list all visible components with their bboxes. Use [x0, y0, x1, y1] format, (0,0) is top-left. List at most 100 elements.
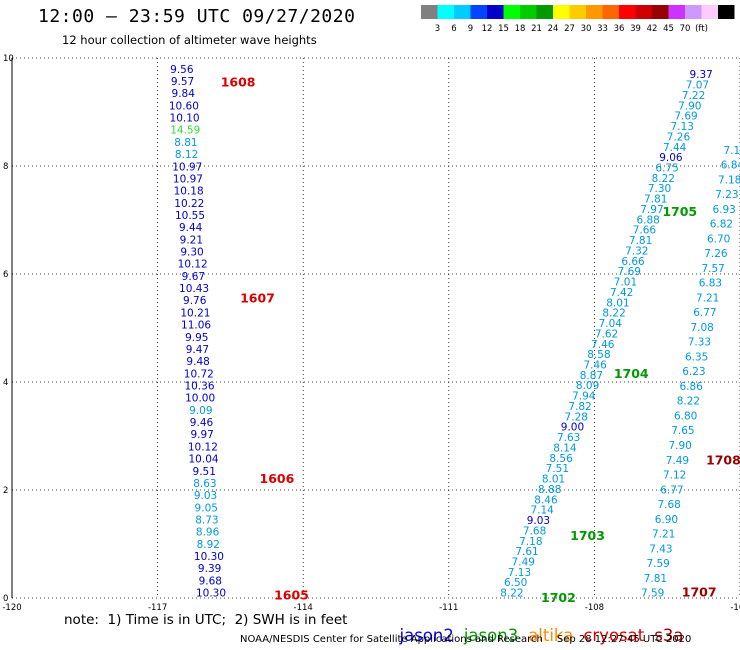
swh-value: 10.55	[175, 210, 205, 222]
x-tick-label: -108	[585, 603, 604, 612]
swh-value: 6.84	[721, 160, 740, 172]
swh-value: 7.68	[523, 525, 546, 537]
swh-value: 10.10	[170, 113, 200, 125]
swh-value: 6.88	[636, 214, 659, 226]
swh-value: 7.46	[591, 339, 615, 351]
swh-value: 8.46	[534, 494, 558, 506]
swh-value: 9.37	[689, 69, 712, 81]
swh-value: 9.84	[172, 88, 196, 100]
swh-value: 7.30	[648, 183, 671, 195]
swh-value: 7.68	[657, 499, 680, 511]
scale-swatch	[635, 5, 652, 19]
swh-value: 7.28	[565, 411, 588, 423]
footer-timestamp: Sep 28 12:27:45 UTC 2020	[556, 634, 692, 645]
scale-label: 15	[498, 24, 509, 34]
swh-value: 7.14	[530, 505, 554, 517]
swh-value: 7.21	[696, 292, 719, 304]
swh-value: 9.57	[171, 76, 194, 88]
swh-value: 7.44	[663, 142, 687, 154]
swh-value: 8.96	[196, 527, 220, 539]
pass-time-label: 1708	[706, 452, 740, 467]
swh-value: 8.88	[538, 484, 561, 496]
pass-time-label: 1606	[260, 471, 295, 486]
scale-label: 3	[435, 24, 440, 34]
swh-value: 9.46	[190, 417, 214, 429]
swh-value: 7.18	[519, 536, 542, 548]
swh-value: 9.30	[180, 247, 203, 259]
swh-value: 6.82	[710, 219, 733, 231]
swh-value: 7.82	[568, 401, 591, 413]
swh-value: 7.66	[633, 225, 657, 237]
swh-value: 9.21	[180, 234, 203, 246]
swh-value: 7.65	[671, 425, 694, 437]
swh-value: 7.42	[610, 287, 633, 299]
swh-value: 7.57	[701, 263, 724, 275]
swh-value: 7.81	[629, 235, 652, 247]
x-tick-label: -120	[2, 603, 21, 612]
swh-value: 9.03	[527, 515, 550, 527]
swh-value: 8.22	[677, 396, 700, 408]
swh-value: 10.97	[172, 161, 202, 173]
legend-jason3: jason3	[463, 626, 519, 645]
swh-value: 9.56	[170, 64, 194, 76]
scale-swatch	[619, 5, 636, 19]
scale-swatch	[520, 5, 537, 19]
swh-value: 6.83	[699, 278, 722, 290]
color-scale: 3 6 9 12 15 18 21 24 27 30 33 36 39 42 45 70 (ft)	[421, 5, 735, 34]
swh-value: 9.06	[659, 152, 683, 164]
scale-label: 45	[663, 24, 674, 34]
footer: NOAA/NESDIS Center for Satellite Applica…	[240, 634, 691, 645]
swh-value: 10.21	[180, 307, 210, 319]
x-tick-label: -105	[730, 603, 740, 612]
chart-subtitle: 12 hour collection of altimeter wave hei…	[62, 33, 317, 47]
swh-value: 6.93	[712, 204, 735, 216]
swh-value: 8.22	[652, 173, 675, 185]
swh-value: 9.76	[183, 295, 207, 307]
x-tick-label: -114	[294, 603, 313, 612]
scale-swatch	[569, 5, 586, 19]
scale-swatch	[652, 5, 669, 19]
altimeter-plot: -120-117-114-111-108-10502468109.569.579…	[2, 54, 740, 612]
swh-value: 10.30	[194, 551, 224, 563]
swh-value: 10.00	[185, 393, 215, 405]
pass-time-label: 1605	[274, 587, 309, 602]
pass-time-label: 1705	[662, 204, 697, 219]
swh-value: 9.05	[195, 502, 218, 514]
swh-value: 9.48	[186, 356, 209, 368]
swh-value: 6.77	[660, 484, 683, 496]
pass-time-label: 1704	[614, 366, 649, 381]
y-tick-label: 8	[3, 162, 8, 172]
swh-value: 10.72	[184, 368, 214, 380]
swh-value: 9.09	[189, 405, 212, 417]
swh-value: 7.13	[508, 567, 531, 579]
scale-swatch	[487, 5, 504, 19]
swh-value: 7.62	[595, 328, 618, 340]
swh-value: 7.61	[515, 546, 538, 558]
swh-value: 7.90	[678, 100, 701, 112]
scale-label: 30	[581, 24, 592, 34]
scale-swatch	[536, 5, 553, 19]
swh-value: 7.46	[583, 360, 607, 372]
swh-value: 8.01	[606, 297, 629, 309]
scale-swatch	[454, 5, 471, 19]
swh-value: 10.12	[188, 441, 218, 453]
legend-jason2: jason2	[399, 626, 454, 645]
satellite-legend: jason2 jason3 altika cryosat s3a	[389, 607, 693, 645]
swh-value: 7.13	[671, 121, 694, 133]
swh-value: 6.35	[685, 351, 708, 363]
swh-value: 9.00	[561, 422, 584, 434]
scale-label: 6	[451, 24, 456, 34]
scale-swatch	[718, 5, 735, 19]
swh-value: 7.81	[644, 194, 667, 206]
scale-swatch	[437, 5, 454, 19]
swh-value: 7.04	[599, 318, 623, 330]
chart-title: 12:00 – 23:59 UTC 09/27/2020	[38, 6, 356, 27]
swh-value: 8.92	[197, 539, 220, 551]
scale-label: 18	[515, 24, 526, 34]
x-tick-label: -117	[148, 603, 167, 612]
swh-value: 7.94	[572, 391, 596, 403]
swh-value: 7.07	[686, 80, 709, 92]
y-tick-label: 6	[3, 270, 8, 280]
swh-value: 9.68	[199, 575, 222, 587]
swh-value: 10.04	[189, 454, 219, 466]
